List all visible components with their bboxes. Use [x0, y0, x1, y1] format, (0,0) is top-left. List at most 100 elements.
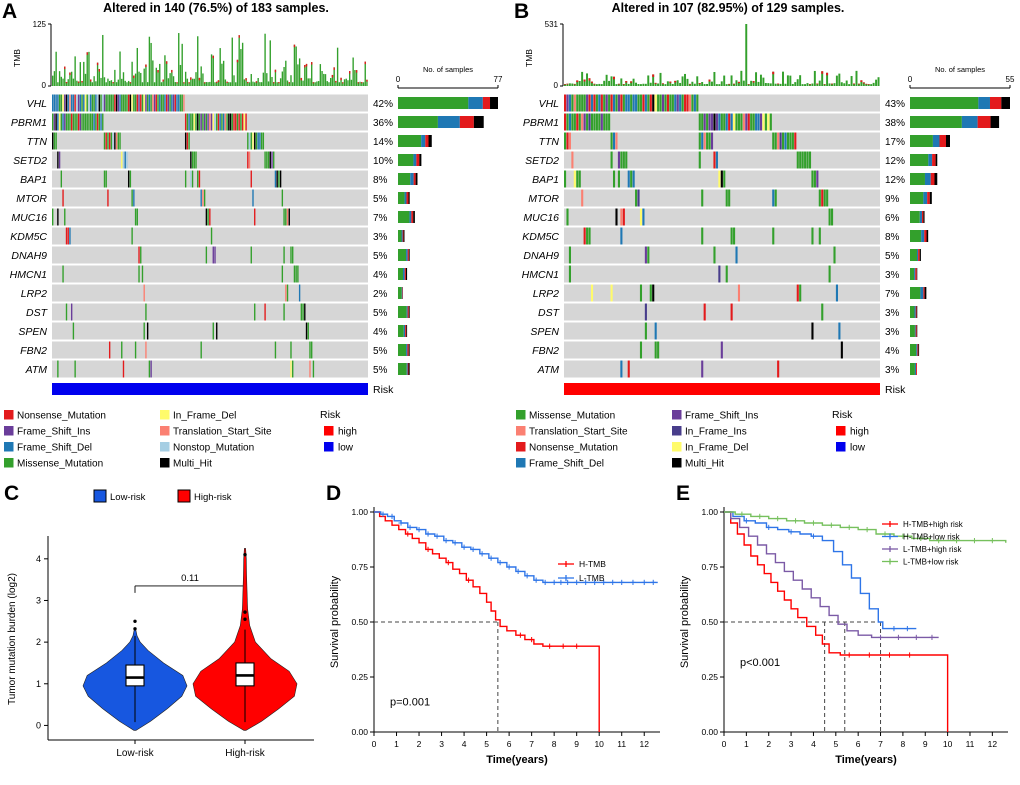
svg-text:Nonstop_Mutation: Nonstop_Mutation: [173, 443, 254, 454]
svg-text:Tumor mutation burden (log2): Tumor mutation burden (log2): [7, 573, 18, 705]
tmb-barplot: [52, 33, 368, 86]
violin-low-risk: [82, 619, 188, 731]
svg-text:2: 2: [36, 637, 41, 647]
svg-text:DST: DST: [538, 307, 561, 319]
svg-text:2%: 2%: [373, 289, 388, 300]
svg-text:0: 0: [554, 81, 559, 90]
svg-text:4: 4: [811, 739, 816, 749]
svg-text:531: 531: [545, 20, 559, 29]
svg-text:VHL: VHL: [539, 98, 560, 110]
svg-text:LRP2: LRP2: [533, 288, 559, 300]
svg-text:9%: 9%: [885, 194, 900, 205]
svg-text:4%: 4%: [885, 346, 900, 357]
tmb-barplot: [564, 24, 880, 86]
svg-text:No. of samples: No. of samples: [935, 65, 985, 74]
panel-a-canvas: 125 0 TMB No. of samples 0 77 VHL PBRM1 TTN SETD2…: [4, 20, 503, 470]
svg-text:HMCN1: HMCN1: [522, 269, 559, 281]
svg-text:10%: 10%: [373, 156, 393, 167]
svg-text:5%: 5%: [373, 346, 388, 357]
svg-text:1.00: 1.00: [701, 507, 718, 517]
svg-text:5%: 5%: [373, 194, 388, 205]
oncoprint-grid: [564, 94, 880, 378]
svg-text:PBRM1: PBRM1: [523, 117, 559, 129]
svg-text:Risk: Risk: [320, 409, 341, 421]
svg-text:0.75: 0.75: [701, 562, 718, 572]
svg-text:4: 4: [36, 554, 41, 564]
risk-legend: Risk high low: [832, 409, 869, 454]
svg-text:Translation_Start_Site: Translation_Start_Site: [173, 427, 272, 438]
panel-b-label: B: [514, 0, 530, 23]
svg-text:Survival probability: Survival probability: [329, 575, 341, 668]
km-curve-h-tmb-high-risk: [724, 511, 949, 732]
svg-text:L-TMB+low risk: L-TMB+low risk: [903, 558, 959, 567]
svg-text:0.50: 0.50: [351, 617, 368, 627]
svg-text:DNAH9: DNAH9: [11, 250, 47, 262]
svg-text:Low-risk: Low-risk: [110, 492, 146, 503]
svg-text:TMB: TMB: [524, 49, 534, 67]
panel-b-title: Altered in 107 (82.95%) of 129 samples.: [611, 1, 845, 15]
svg-text:43%: 43%: [885, 99, 905, 110]
svg-text:Missense_Mutation: Missense_Mutation: [529, 411, 615, 422]
panel-b-canvas: 531 0 TMB No. of samples 0 55 VHL PBRM1 TTN SETD2…: [516, 20, 1015, 470]
risk-legend: Risk high low: [320, 409, 357, 454]
svg-text:Risk: Risk: [832, 409, 853, 421]
svg-text:Nonsense_Mutation: Nonsense_Mutation: [17, 411, 106, 422]
svg-text:9: 9: [574, 739, 579, 749]
svg-text:SPEN: SPEN: [530, 326, 559, 338]
svg-text:11: 11: [966, 739, 975, 749]
svg-text:10: 10: [943, 739, 953, 749]
samples-axis: No. of samples 0 55: [908, 65, 1015, 89]
km-axes: 0.000.250.500.751.000 1 2 3 4 5 6 7 8 9 10 11 12Time…: [679, 507, 1008, 766]
svg-text:12: 12: [988, 739, 998, 749]
svg-text:8: 8: [901, 739, 906, 749]
svg-text:2: 2: [766, 739, 771, 749]
panel-c-violin-plot: C 0 1 2 3 4 Tumor mutation burden (log2) Low-r…: [2, 482, 320, 782]
svg-text:17%: 17%: [885, 137, 905, 148]
svg-text:2: 2: [417, 739, 422, 749]
sample-count-bars: [910, 97, 1010, 375]
panel-a-oncoplot-low-risk: A Altered in 140 (76.5%) of 183 samples.…: [0, 0, 505, 475]
svg-text:77: 77: [494, 75, 503, 84]
svg-text:PBRM1: PBRM1: [11, 117, 47, 129]
svg-text:3%: 3%: [885, 270, 900, 281]
svg-text:0.75: 0.75: [351, 562, 368, 572]
svg-text:TMB: TMB: [12, 49, 22, 67]
svg-text:Nonsense_Mutation: Nonsense_Mutation: [529, 443, 618, 454]
svg-text:0.50: 0.50: [701, 617, 718, 627]
svg-text:No. of samples: No. of samples: [423, 65, 473, 74]
panel-c-label: C: [4, 482, 20, 505]
svg-text:3%: 3%: [885, 327, 900, 338]
svg-text:Frame_Shift_Del: Frame_Shift_Del: [529, 459, 604, 470]
svg-text:L-TMB: L-TMB: [579, 573, 605, 583]
svg-text:Low-risk: Low-risk: [116, 748, 154, 759]
svg-text:0: 0: [36, 720, 41, 730]
svg-text:TTN: TTN: [539, 136, 560, 148]
svg-text:Time(years): Time(years): [486, 754, 548, 766]
svg-text:11: 11: [617, 739, 626, 749]
svg-text:Survival probability: Survival probability: [679, 575, 691, 668]
svg-text:SETD2: SETD2: [13, 155, 47, 167]
panel-b-oncoplot-high-risk: B Altered in 107 (82.95%) of 129 samples…: [512, 0, 1017, 475]
svg-text:FBN2: FBN2: [532, 345, 559, 357]
svg-text:1: 1: [36, 679, 41, 689]
svg-text:MUC16: MUC16: [523, 212, 559, 224]
km-curve-l-tmb: [374, 511, 658, 585]
p-value-bracket: 0.11: [134, 573, 246, 593]
svg-text:MTOR: MTOR: [16, 193, 47, 205]
svg-text:In_Frame_Del: In_Frame_Del: [685, 443, 748, 454]
svg-text:55: 55: [1006, 75, 1015, 84]
svg-text:125: 125: [33, 20, 47, 29]
svg-text:12%: 12%: [885, 175, 905, 186]
svg-text:8: 8: [552, 739, 557, 749]
svg-text:5%: 5%: [373, 251, 388, 262]
svg-text:42%: 42%: [373, 99, 393, 110]
svg-text:ATM: ATM: [537, 364, 560, 376]
panel-e-label: E: [676, 482, 691, 505]
svg-text:Time(years): Time(years): [835, 754, 897, 766]
violin-legend: Low-risk High-risk: [93, 489, 232, 503]
svg-text:8%: 8%: [373, 175, 388, 186]
svg-text:LRP2: LRP2: [21, 288, 47, 300]
svg-text:Multi_Hit: Multi_Hit: [173, 459, 212, 470]
svg-text:p<0.001: p<0.001: [740, 657, 780, 669]
samples-axis: No. of samples 0 77: [396, 65, 503, 89]
